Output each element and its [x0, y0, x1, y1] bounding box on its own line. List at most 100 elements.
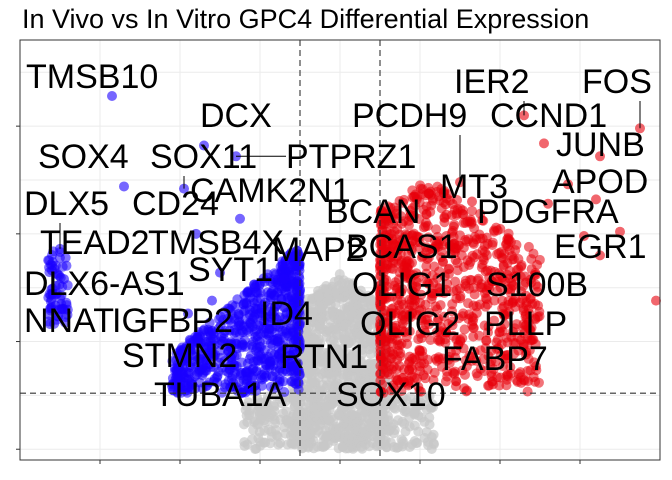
ns-point	[320, 357, 331, 368]
gene-point-sox4	[119, 181, 129, 192]
ns-point	[334, 423, 345, 434]
up-point	[452, 265, 463, 276]
ns-point	[359, 365, 370, 376]
down-point	[245, 318, 256, 329]
ns-point	[307, 363, 318, 374]
gene-point-ccnd1	[539, 138, 549, 149]
down-point	[198, 361, 209, 372]
up-point	[466, 218, 477, 229]
down-point	[291, 309, 302, 320]
gene-label-sox11: SOX11	[150, 138, 257, 176]
up-point	[528, 248, 539, 259]
gene-point-camk2n1	[235, 213, 245, 224]
gene-label-egr1: EGR1	[554, 228, 647, 266]
gene-label-nnat: NNAT	[24, 302, 114, 340]
down-point	[293, 260, 304, 271]
gene-label-bcas1: BCAS1	[346, 228, 458, 266]
gene-label-sox10: SOX10	[336, 376, 446, 414]
down-point	[290, 359, 301, 370]
up-point	[388, 361, 399, 372]
ns-point	[265, 438, 276, 449]
ns-point	[422, 436, 433, 447]
gene-point-rtn1	[275, 353, 285, 364]
up-point	[530, 376, 541, 387]
ns-point	[366, 297, 377, 308]
ns-point	[290, 438, 301, 449]
ns-point	[356, 357, 367, 368]
down-point	[272, 333, 283, 344]
up-point	[483, 380, 494, 391]
down-point	[256, 302, 267, 313]
ns-point	[239, 419, 250, 430]
ns-point	[358, 396, 369, 407]
ns-point	[312, 441, 323, 452]
ns-point	[419, 416, 430, 427]
up-point	[461, 386, 472, 397]
gene-point-dlx6-as1	[51, 289, 61, 300]
down-point	[185, 345, 196, 356]
up-point	[407, 353, 418, 364]
ns-point	[374, 426, 385, 437]
ns-point	[308, 312, 319, 323]
up-point	[379, 359, 390, 370]
ns-point	[305, 428, 316, 439]
ns-point	[357, 344, 368, 355]
gene-label-dlx5: DLX5	[24, 185, 109, 223]
up-point	[479, 246, 490, 257]
ns-point	[303, 442, 314, 453]
gene-label-pdgfra: PDGFRA	[477, 193, 619, 231]
down-point	[277, 366, 288, 377]
ns-point	[252, 406, 263, 417]
down-point	[294, 370, 305, 381]
down-point	[294, 320, 305, 331]
ns-point	[334, 431, 345, 442]
ns-point	[311, 354, 322, 365]
ns-point	[314, 291, 325, 302]
up-point	[487, 237, 498, 248]
ns-point	[343, 359, 354, 370]
down-point	[269, 268, 280, 279]
up-points	[375, 110, 661, 398]
gene-point-tmsb10	[107, 91, 117, 101]
ns-point	[363, 316, 374, 327]
gene-point-tmsb4x	[215, 267, 225, 278]
down-point	[225, 382, 236, 393]
down-point	[265, 362, 276, 373]
gene-label-fos: FOS	[582, 63, 652, 101]
ns-point	[255, 436, 266, 447]
ns-point	[333, 309, 344, 320]
ns-point	[260, 417, 271, 428]
down-point	[265, 294, 276, 305]
up-point	[504, 245, 515, 256]
chart-title: In Vivo vs In Vitro GPC4 Differential Ex…	[22, 4, 590, 34]
ns-point	[324, 322, 335, 333]
down-point	[60, 317, 71, 328]
down-point	[277, 325, 288, 336]
gene-label-stmn2: STMN2	[122, 337, 237, 375]
ns-point	[374, 401, 385, 412]
ns-point	[320, 425, 331, 436]
gene-label-rtn1: RTN1	[280, 338, 368, 376]
down-point	[268, 285, 279, 296]
down-points	[43, 91, 305, 399]
gene-label-tead2: TEAD2	[40, 224, 150, 262]
ns-point	[301, 329, 312, 340]
ns-point	[366, 422, 377, 433]
down-point	[209, 334, 220, 345]
gene-label-dcx: DCX	[200, 97, 272, 135]
ns-point	[316, 312, 327, 323]
up-point	[414, 346, 425, 357]
ns-point	[283, 416, 294, 427]
down-point	[256, 380, 267, 391]
up-point	[447, 306, 458, 317]
down-point	[286, 376, 297, 387]
ns-point	[313, 343, 324, 354]
gene-label-olig1: OLIG1	[352, 266, 452, 304]
ns-point	[240, 404, 251, 415]
down-point	[214, 357, 225, 368]
down-point	[274, 376, 285, 387]
ns-point	[325, 335, 336, 346]
ns-point	[360, 407, 371, 418]
down-point	[238, 374, 249, 385]
